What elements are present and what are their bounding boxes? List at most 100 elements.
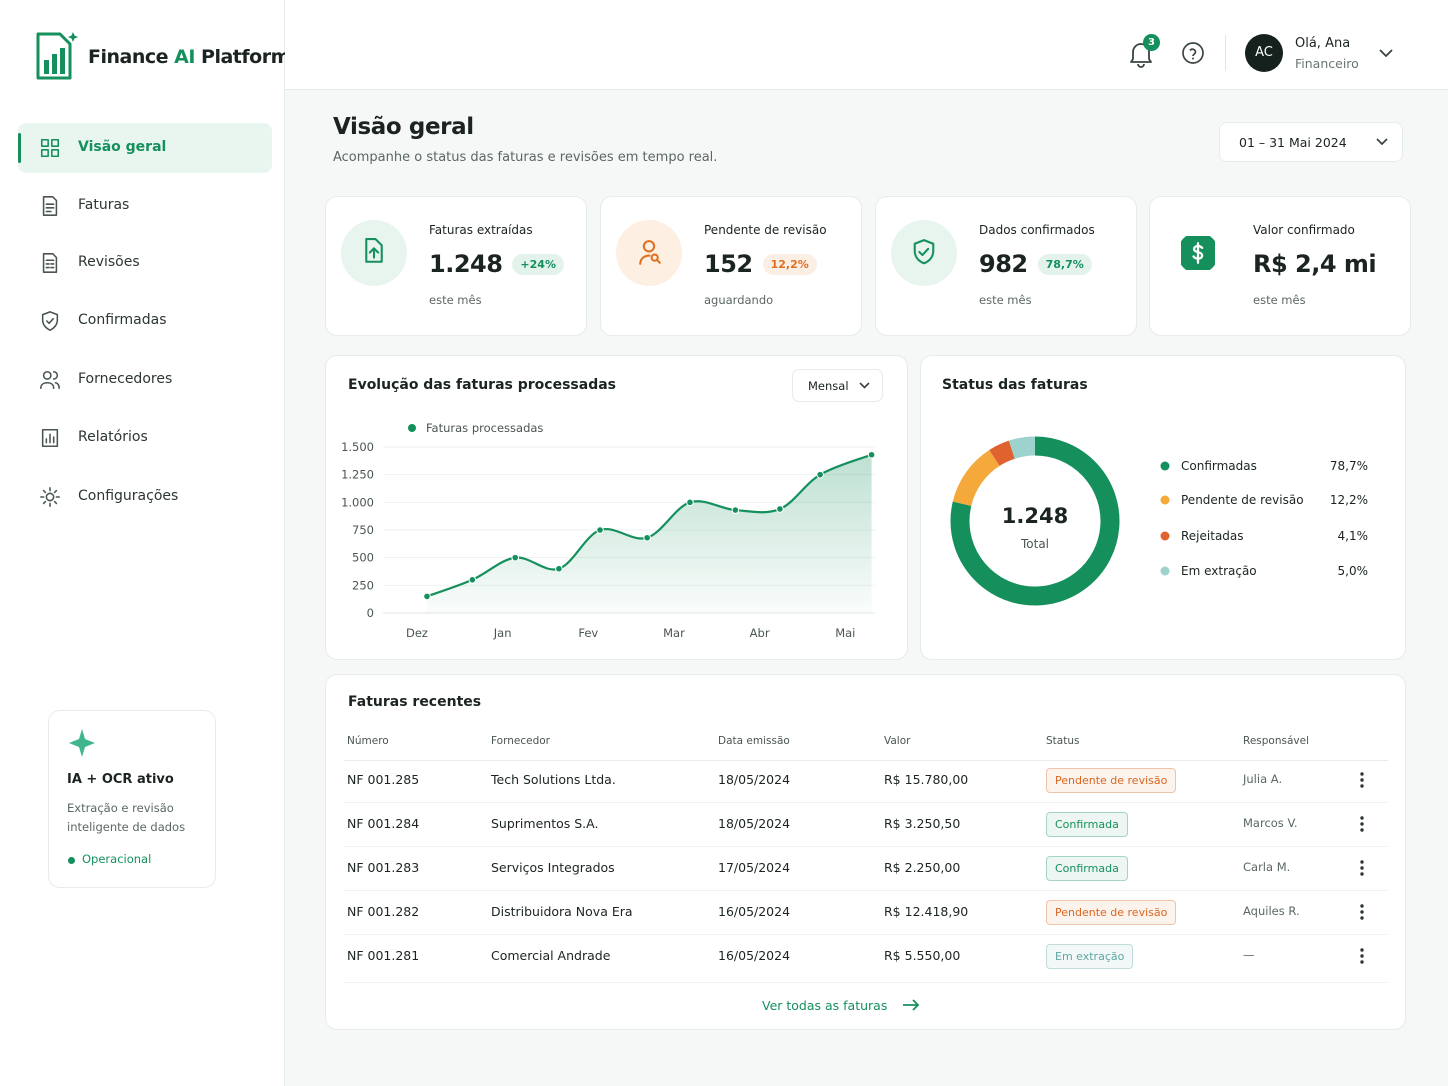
icon-path — [639, 240, 661, 265]
table-card — [325, 674, 1406, 1030]
column-header: Status — [1046, 735, 1080, 747]
point — [555, 564, 563, 573]
nav-item[interactable]: Revisões — [18, 238, 272, 288]
avatar[interactable]: AC — [1245, 34, 1283, 72]
row-menu[interactable] — [1359, 903, 1365, 921]
point — [731, 506, 740, 514]
kpi-icon — [891, 220, 957, 286]
table-cell: R$ 2.250,00 — [884, 860, 961, 875]
row-divider — [344, 982, 1388, 983]
icon-path — [42, 196, 58, 216]
nav-label[interactable]: Revisões — [78, 254, 140, 270]
menu-dot — [1360, 904, 1364, 908]
legend-swatch — [1160, 495, 1170, 505]
point — [776, 505, 784, 513]
period-select[interactable]: Mensal — [792, 369, 883, 402]
kpi-icon-svg — [365, 238, 383, 263]
row-menu[interactable] — [1359, 859, 1365, 877]
menu-dot — [1360, 954, 1364, 958]
menu-dot — [1360, 910, 1364, 914]
nav-label[interactable]: Confirmadas — [78, 312, 167, 328]
kpi-icon — [616, 220, 682, 286]
donut-center-label: Total — [1020, 537, 1049, 551]
nav-item[interactable]: Fornecedores — [18, 355, 272, 405]
status-badge: Confirmada — [1046, 856, 1128, 881]
menu-dot — [1360, 828, 1364, 832]
table-cell: R$ 5.550,00 — [884, 948, 961, 963]
table-title: Faturas recentes — [348, 694, 482, 710]
nav-label[interactable]: Faturas — [78, 197, 130, 213]
table-cell: Serviços Integrados — [491, 860, 615, 875]
nav-icon — [40, 370, 60, 390]
kpi-badge: 78,7% — [1037, 253, 1092, 275]
nav-item[interactable]: Faturas — [18, 181, 272, 231]
table-cell: NF 001.284 — [347, 816, 420, 831]
row-divider — [344, 934, 1388, 935]
legend-swatch — [408, 424, 416, 432]
page-title: Visão geral — [333, 114, 474, 140]
y-tick-label: 1.000 — [341, 495, 374, 509]
kpi-badge: +24% — [512, 253, 564, 275]
point — [686, 498, 694, 507]
nav-label[interactable]: Configurações — [78, 488, 179, 504]
nav-item[interactable]: Relatórios — [18, 413, 272, 463]
kpi-value-row: 1.248 +24% — [429, 250, 564, 278]
point — [423, 592, 431, 601]
point — [643, 533, 651, 542]
column-header: Valor — [884, 735, 911, 747]
link-text[interactable]: Ver todas as faturas — [762, 998, 888, 1013]
table-cell: Carla M. — [1243, 860, 1291, 874]
y-tick-label: 250 — [352, 578, 374, 592]
donut-segment — [989, 440, 1016, 467]
legend-value: 78,7% — [1330, 459, 1368, 473]
legend-label: Em extração — [1181, 564, 1257, 578]
active-indicator — [18, 133, 21, 163]
nav-icon — [41, 428, 59, 448]
date-picker[interactable]: 01 – 31 Mai 2024 — [1219, 122, 1403, 162]
chevron — [1376, 138, 1388, 146]
nav-icon — [40, 487, 60, 507]
menu-dot — [1360, 960, 1364, 964]
divider — [1225, 35, 1226, 71]
header-divider — [344, 760, 1388, 761]
column-header: Responsável — [1243, 735, 1309, 747]
table-cell: — — [1243, 948, 1255, 962]
row-menu[interactable] — [1359, 771, 1365, 789]
ai-title: IA + OCR ativo — [67, 772, 174, 787]
kpi-badge: 12,2% — [762, 253, 817, 275]
nav-label[interactable]: Relatórios — [78, 429, 148, 445]
arrow-icon — [903, 999, 920, 1011]
kpi-card: Pendente de revisão 152 12,2% aguardando — [600, 196, 862, 336]
row-divider — [344, 846, 1388, 847]
x-tick-label: Jan — [493, 626, 512, 640]
legend-swatch — [1160, 566, 1170, 576]
area — [426, 454, 872, 613]
kpi-icon-svg — [1181, 236, 1215, 270]
row-menu[interactable] — [1359, 947, 1365, 965]
table-cell: R$ 15.780,00 — [884, 772, 969, 787]
nav-item[interactable]: Visão geral — [18, 123, 272, 173]
kpi-value: R$ 2,4 mi — [1253, 250, 1377, 278]
kpi-value: 152 — [704, 250, 753, 278]
icon-path — [41, 311, 59, 331]
x-tick-label: Abr — [750, 626, 770, 640]
nav-label[interactable]: Visão geral — [78, 139, 167, 155]
user-menu-chevron[interactable] — [1378, 47, 1394, 59]
menu-dot — [1360, 772, 1364, 776]
nav-item[interactable]: Configurações — [18, 472, 272, 522]
nav-icon — [40, 138, 60, 158]
nav-icon — [42, 196, 58, 216]
view-all-link[interactable]: Ver todas as faturas — [762, 998, 921, 1013]
nav-label[interactable]: Fornecedores — [78, 371, 173, 387]
table-cell: 18/05/2024 — [718, 816, 791, 831]
column-header: Fornecedor — [491, 735, 550, 747]
legend-swatch — [1160, 461, 1170, 471]
point — [816, 470, 824, 479]
status-badge: Em extração — [1046, 944, 1134, 969]
help-button[interactable] — [1181, 41, 1205, 65]
kpi-note: este mês — [429, 293, 482, 307]
nav-item[interactable]: Confirmadas — [18, 296, 272, 346]
row-menu[interactable] — [1359, 815, 1365, 833]
kpi-value-row: R$ 2,4 mi — [1253, 250, 1377, 278]
